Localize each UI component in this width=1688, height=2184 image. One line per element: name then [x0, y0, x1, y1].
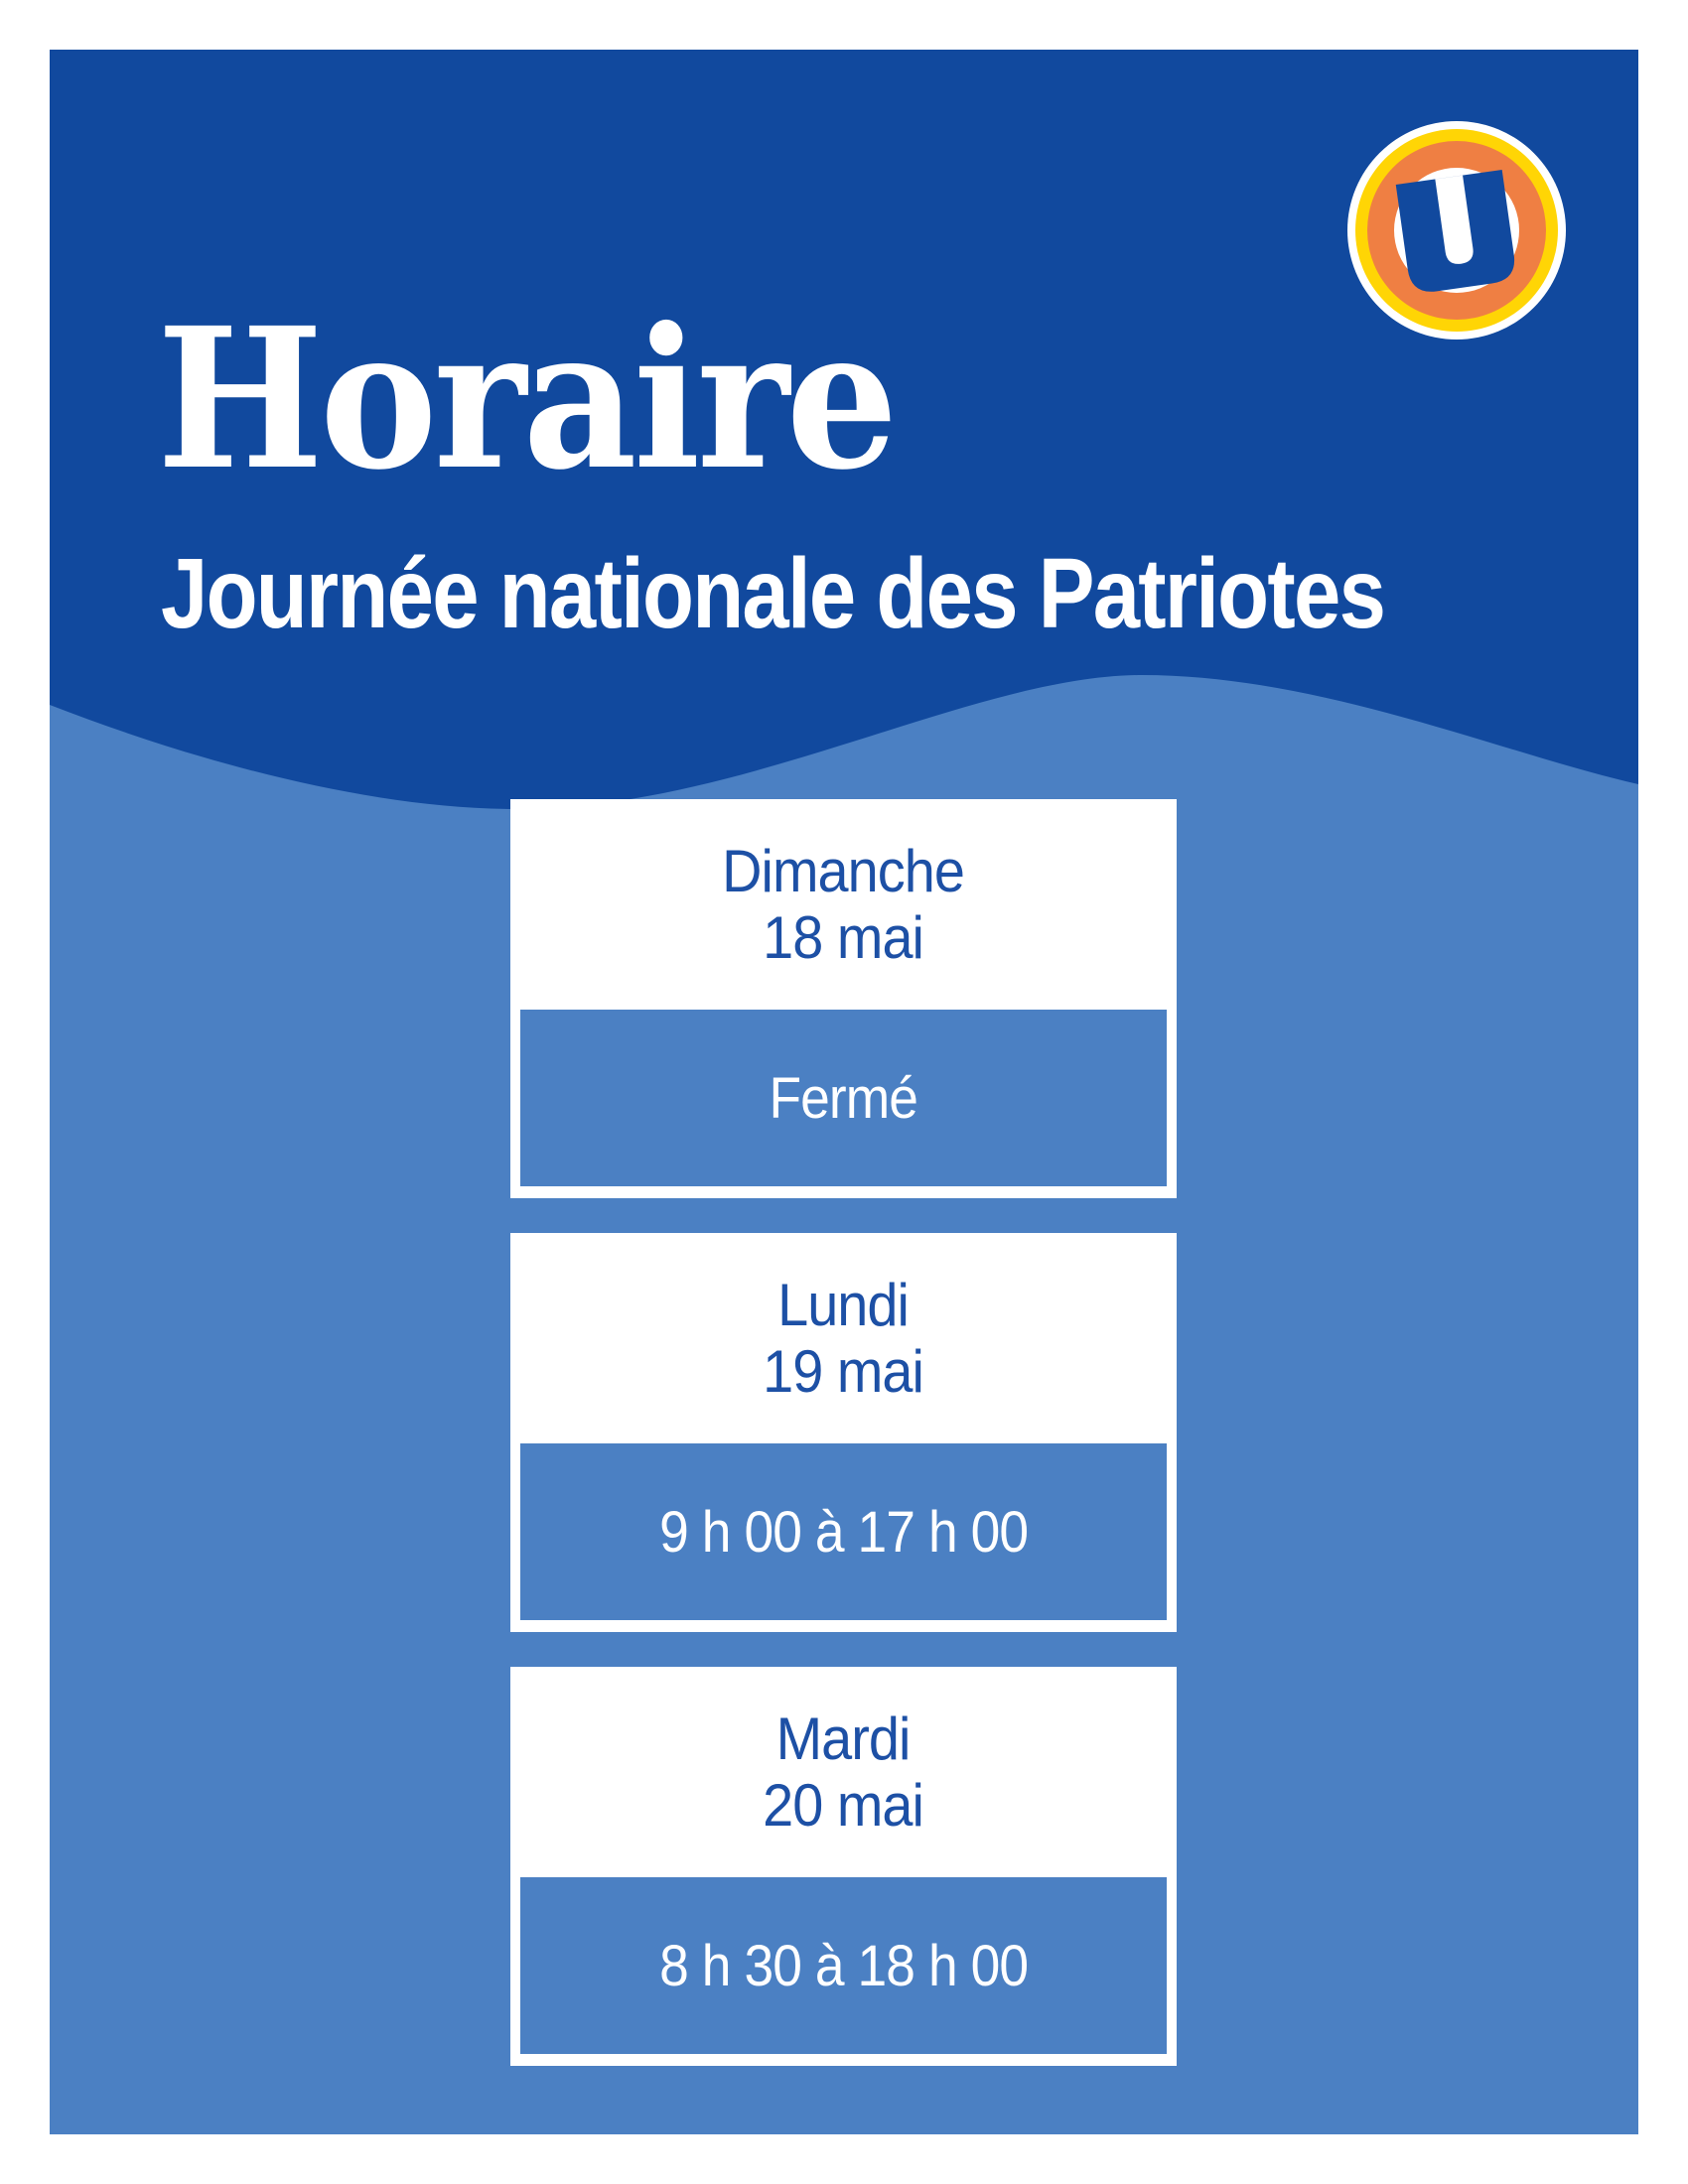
card-hours-panel: 9 h 00 à 17 h 00	[520, 1443, 1167, 1620]
card-hours-panel: 8 h 30 à 18 h 00	[520, 1877, 1167, 2054]
card-day-label: Lundi	[777, 1272, 911, 1338]
schedule-card: Dimanche 18 mai Fermé	[510, 799, 1177, 1198]
card-date-label: 20 mai	[763, 1772, 925, 1839]
card-day-block: Mardi 20 mai	[510, 1667, 1177, 1877]
schedule-card: Lundi 19 mai 9 h 00 à 17 h 00	[510, 1233, 1177, 1632]
card-date-label: 19 mai	[763, 1338, 925, 1405]
card-hours-label: Fermé	[769, 1065, 918, 1131]
poster-content: Horaire Journée nationale des Patriotes …	[50, 50, 1638, 2134]
card-hours-label: 8 h 30 à 18 h 00	[658, 1933, 1029, 1998]
card-day-block: Dimanche 18 mai	[510, 799, 1177, 1010]
card-day-lines: Lundi 19 mai	[763, 1272, 925, 1405]
card-hours-panel: Fermé	[520, 1010, 1167, 1186]
u-logo-letter	[1395, 170, 1515, 292]
card-day-lines: Mardi 20 mai	[763, 1706, 925, 1839]
card-day-block: Lundi 19 mai	[510, 1233, 1177, 1443]
card-day-label: Dimanche	[722, 838, 966, 904]
page-subtitle: Journée nationale des Patriotes	[161, 538, 1386, 649]
card-hours-label: 9 h 00 à 17 h 00	[658, 1499, 1029, 1565]
card-day-label: Mardi	[776, 1706, 912, 1772]
page-title: Horaire	[157, 285, 898, 512]
schedule-card: Mardi 20 mai 8 h 30 à 18 h 00	[510, 1667, 1177, 2066]
card-date-label: 18 mai	[763, 904, 925, 971]
header-wave	[50, 50, 1638, 809]
card-day-lines: Dimanche 18 mai	[722, 838, 966, 971]
u-logo-icon	[1347, 121, 1566, 340]
